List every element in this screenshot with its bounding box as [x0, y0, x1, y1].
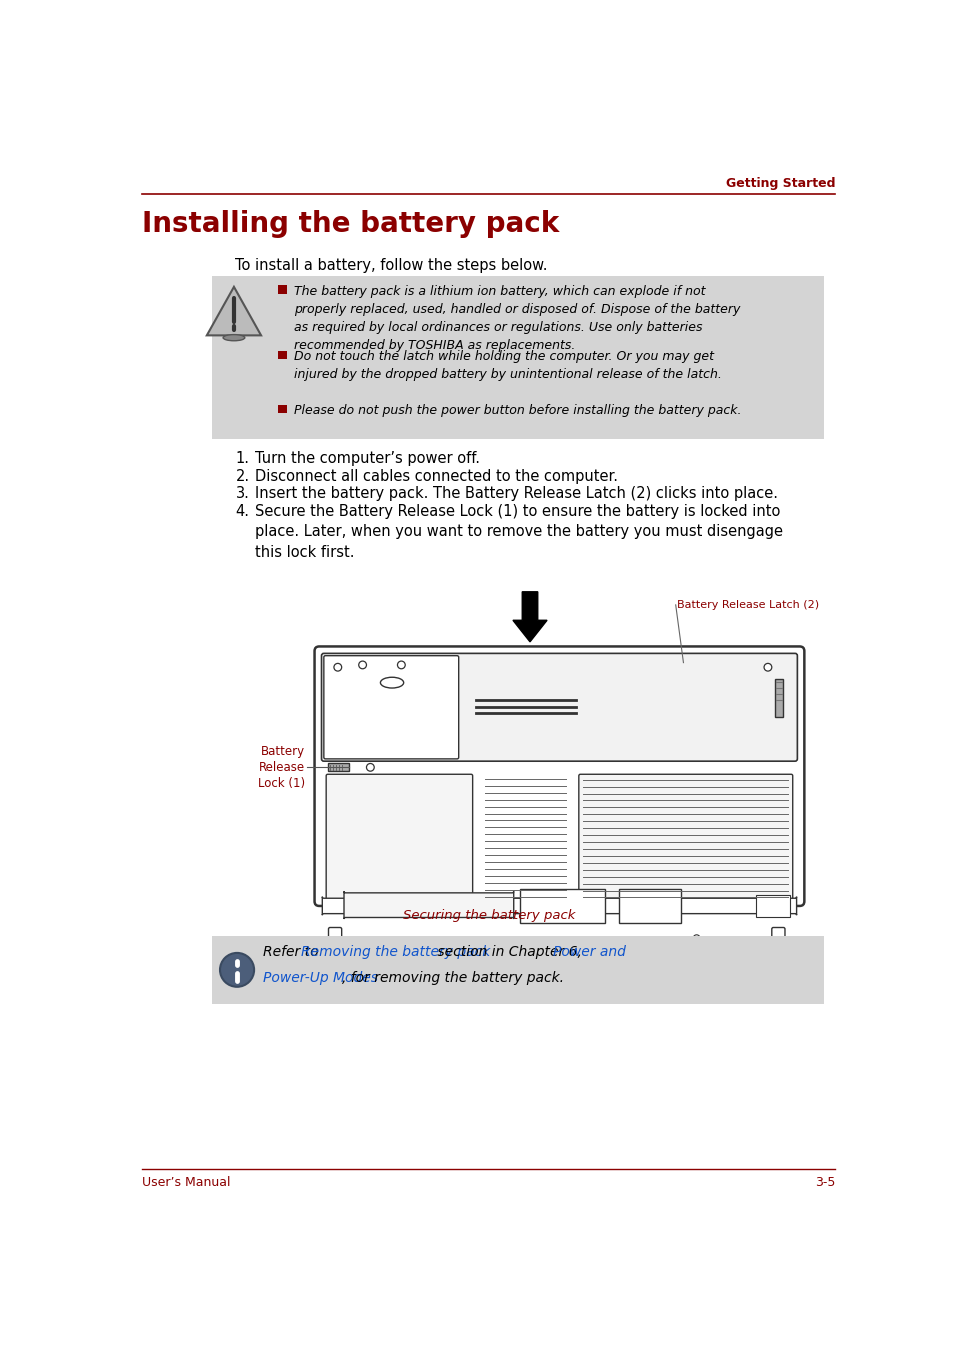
Text: 3.: 3.: [235, 486, 249, 501]
Text: The battery pack is a lithium ion battery, which can explode if not
properly rep: The battery pack is a lithium ion batter…: [294, 285, 740, 353]
Circle shape: [386, 902, 393, 909]
Bar: [328, 763, 349, 771]
Text: Power and: Power and: [553, 946, 625, 959]
FancyBboxPatch shape: [314, 646, 803, 907]
Circle shape: [220, 952, 253, 986]
Polygon shape: [207, 286, 261, 335]
FancyBboxPatch shape: [323, 655, 458, 759]
Text: User’s Manual: User’s Manual: [142, 1175, 231, 1189]
FancyBboxPatch shape: [578, 774, 792, 908]
FancyBboxPatch shape: [519, 889, 604, 923]
Text: 2.: 2.: [235, 469, 250, 484]
Bar: [278, 285, 286, 293]
Text: To install a battery, follow the steps below.: To install a battery, follow the steps b…: [235, 258, 547, 273]
Text: Turn the computer’s power off.: Turn the computer’s power off.: [254, 451, 479, 466]
Circle shape: [324, 902, 331, 909]
Text: Battery Release Latch (2): Battery Release Latch (2): [677, 600, 819, 609]
Bar: [774, 678, 781, 717]
Text: 4.: 4.: [235, 504, 250, 519]
Text: Do not touch the latch while holding the computer. Or you may get
injured by the: Do not touch the latch while holding the…: [294, 350, 720, 381]
FancyBboxPatch shape: [322, 897, 796, 915]
Circle shape: [763, 663, 771, 671]
Text: Power-Up Modes: Power-Up Modes: [262, 971, 377, 985]
Circle shape: [397, 661, 405, 669]
Ellipse shape: [589, 955, 606, 965]
Circle shape: [366, 763, 374, 771]
FancyBboxPatch shape: [326, 774, 472, 908]
FancyBboxPatch shape: [328, 928, 341, 959]
Text: section in Chapter 6,: section in Chapter 6,: [433, 946, 586, 959]
FancyBboxPatch shape: [212, 936, 823, 1004]
Text: Installing the battery pack: Installing the battery pack: [142, 209, 559, 238]
Circle shape: [358, 661, 366, 669]
Bar: [278, 405, 286, 413]
Text: Removing the battery pack: Removing the battery pack: [301, 946, 490, 959]
Bar: [278, 351, 286, 359]
FancyBboxPatch shape: [618, 889, 680, 923]
Text: 1.: 1.: [235, 451, 250, 466]
Text: Please do not push the power button before installing the battery pack.: Please do not push the power button befo…: [294, 404, 740, 417]
Text: Insert the battery pack. The Battery Release Latch (2) clicks into place.: Insert the battery pack. The Battery Rel…: [254, 486, 777, 501]
Circle shape: [560, 902, 567, 909]
FancyArrow shape: [513, 592, 546, 642]
Text: Secure the Battery Release Lock (1) to ensure the battery is locked into
place. : Secure the Battery Release Lock (1) to e…: [254, 504, 782, 559]
FancyBboxPatch shape: [756, 896, 790, 917]
FancyBboxPatch shape: [344, 892, 513, 919]
FancyBboxPatch shape: [212, 276, 823, 439]
Circle shape: [334, 663, 341, 671]
Text: Securing the battery pack: Securing the battery pack: [402, 909, 575, 921]
FancyBboxPatch shape: [321, 654, 797, 761]
Ellipse shape: [380, 677, 403, 688]
Circle shape: [693, 935, 700, 942]
Ellipse shape: [417, 957, 439, 966]
Ellipse shape: [223, 335, 245, 340]
Text: , for removing the battery pack.: , for removing the battery pack.: [342, 971, 564, 985]
Text: 3-5: 3-5: [814, 1175, 835, 1189]
Text: Battery
Release
Lock (1): Battery Release Lock (1): [258, 744, 305, 790]
Text: Getting Started: Getting Started: [725, 177, 835, 190]
Text: Disconnect all cables connected to the computer.: Disconnect all cables connected to the c…: [254, 469, 618, 484]
FancyBboxPatch shape: [771, 928, 784, 959]
Circle shape: [787, 902, 794, 909]
Circle shape: [514, 902, 520, 909]
Text: Refer to: Refer to: [262, 946, 322, 959]
